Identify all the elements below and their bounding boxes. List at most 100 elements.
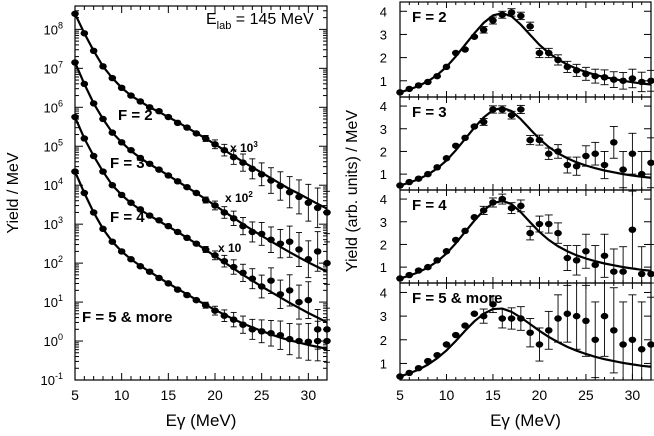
data-point bbox=[517, 202, 525, 210]
series-label: F = 3 bbox=[110, 155, 145, 172]
data-point bbox=[201, 196, 210, 204]
energy-annotation: Elab = 145 MeV bbox=[206, 11, 314, 32]
data-point bbox=[155, 217, 163, 224]
data-point bbox=[257, 230, 266, 238]
y-tick-label: 3 bbox=[380, 215, 387, 230]
x-tick-label: 30 bbox=[625, 387, 641, 403]
data-point bbox=[257, 283, 266, 290]
data-point bbox=[591, 150, 600, 157]
y-tick-label: 3 bbox=[380, 27, 387, 42]
data-point bbox=[526, 329, 534, 336]
data-point bbox=[479, 118, 488, 126]
data-point bbox=[507, 315, 516, 322]
data-point bbox=[610, 327, 618, 334]
y-tick-label: 106 bbox=[44, 98, 63, 115]
data-point bbox=[610, 139, 618, 146]
panel-label: F = 3 bbox=[412, 104, 447, 121]
data-point bbox=[313, 337, 322, 345]
data-point bbox=[108, 182, 117, 189]
data-point bbox=[239, 321, 247, 328]
y-tick-label: 105 bbox=[44, 137, 63, 154]
data-point bbox=[183, 291, 191, 299]
y-tick-label: 2 bbox=[380, 51, 387, 66]
y-tick-label: 107 bbox=[44, 59, 63, 76]
data-point bbox=[80, 135, 89, 142]
data-point bbox=[563, 161, 572, 169]
data-point bbox=[108, 129, 117, 136]
data-point bbox=[507, 204, 516, 212]
data-point bbox=[554, 56, 562, 64]
data-point bbox=[544, 150, 553, 157]
data-point bbox=[295, 337, 303, 345]
data-point bbox=[489, 106, 497, 113]
data-point bbox=[192, 296, 201, 304]
data-point bbox=[220, 209, 229, 216]
data-point bbox=[155, 166, 163, 173]
data-point bbox=[89, 100, 98, 107]
data-point bbox=[647, 270, 654, 278]
data-point bbox=[155, 107, 163, 115]
series-label: F = 4 bbox=[110, 209, 145, 226]
data-point bbox=[99, 115, 107, 123]
data-point bbox=[526, 136, 534, 144]
data-point bbox=[304, 296, 313, 304]
data-point bbox=[600, 312, 609, 320]
data-point bbox=[220, 146, 229, 154]
y-axis-title: Yield (arb. units) / MeV bbox=[344, 110, 361, 272]
data-point bbox=[405, 369, 414, 377]
data-point bbox=[628, 336, 637, 343]
right-chart: 1 2 3 4 F = 2 1 2 3 4 F = 3 1 2 3 4 F = 4 1 2 3 4 F = 5 & m… bbox=[344, 1, 654, 430]
y-tick-label: 100 bbox=[44, 332, 63, 349]
data-point bbox=[433, 164, 441, 171]
y-axis-title: Yield / MeV bbox=[5, 152, 22, 234]
data-point bbox=[507, 111, 516, 119]
data-point bbox=[267, 177, 275, 184]
data-point bbox=[535, 220, 544, 228]
data-point bbox=[582, 152, 590, 160]
data-point bbox=[276, 240, 285, 247]
panel-label: F = 2 bbox=[412, 9, 447, 26]
data-point bbox=[229, 215, 238, 222]
data-point bbox=[628, 226, 637, 233]
fit-curve bbox=[399, 307, 652, 378]
data-point bbox=[619, 268, 627, 275]
data-point bbox=[600, 252, 609, 259]
data-point bbox=[535, 49, 544, 57]
data-point bbox=[405, 271, 414, 279]
data-point bbox=[117, 248, 126, 255]
data-point bbox=[313, 248, 322, 255]
y-tick-label: 1 bbox=[380, 356, 387, 371]
data-point bbox=[544, 327, 553, 334]
data-point bbox=[535, 341, 544, 348]
data-point bbox=[183, 234, 191, 242]
data-point bbox=[89, 152, 98, 160]
data-point bbox=[164, 222, 173, 230]
data-point bbox=[267, 236, 275, 243]
data-point bbox=[414, 267, 423, 274]
data-point bbox=[295, 193, 303, 201]
data-point bbox=[405, 178, 414, 186]
data-point bbox=[647, 159, 654, 166]
data-point bbox=[600, 74, 609, 81]
data-point bbox=[285, 287, 294, 294]
data-point bbox=[396, 89, 404, 96]
y-tick-label: 10-1 bbox=[41, 371, 63, 388]
data-point bbox=[544, 49, 553, 57]
data-point bbox=[600, 161, 609, 169]
data-point bbox=[554, 148, 562, 155]
data-point bbox=[572, 67, 581, 74]
scale-factor-label: x 10 bbox=[218, 241, 242, 255]
data-point bbox=[424, 263, 432, 271]
data-point bbox=[470, 214, 479, 221]
data-point bbox=[211, 141, 219, 148]
data-point bbox=[127, 92, 135, 99]
panel-label: F = 5 & more bbox=[412, 290, 502, 307]
data-point bbox=[108, 238, 117, 245]
data-point bbox=[220, 257, 229, 265]
data-point bbox=[99, 168, 107, 175]
data-point bbox=[489, 17, 497, 24]
data-point bbox=[248, 275, 257, 282]
data-point bbox=[647, 77, 654, 84]
y-tick-label: 4 bbox=[380, 99, 387, 114]
y-tick-label: 102 bbox=[44, 254, 63, 271]
